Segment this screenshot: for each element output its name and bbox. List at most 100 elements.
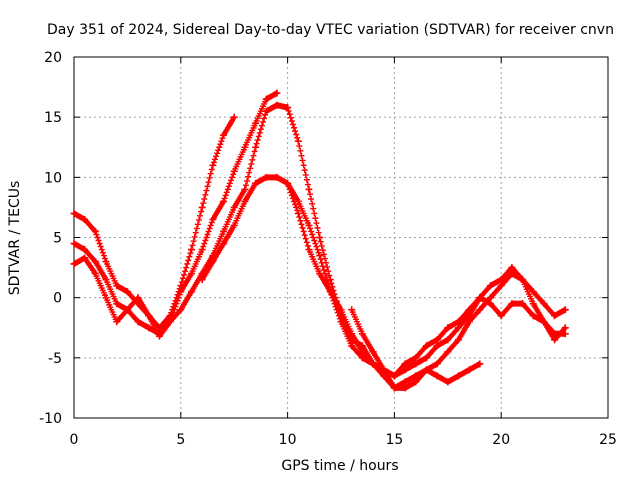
data-point [348,306,356,314]
data-point [561,306,569,314]
data-point [326,276,334,284]
data-point [390,372,398,380]
data-point [412,372,420,380]
data-point [529,300,537,308]
data-point [497,276,505,284]
data-point [316,252,324,260]
data-point [476,360,484,368]
x-tick-label: 15 [385,432,403,448]
data-point [123,288,131,296]
data-point [508,300,516,308]
data-point [70,209,78,217]
data-point [454,324,462,332]
y-tick-label: 20 [44,50,62,66]
data-point [487,282,495,290]
data-point [102,294,110,302]
data-point [422,342,430,350]
data-point [230,203,238,211]
data-point [262,95,270,103]
data-point [358,348,366,356]
data-point [433,342,441,350]
data-point [81,215,89,223]
data-point [220,240,228,248]
data-point [487,294,495,302]
data-point [91,227,99,235]
data-point [145,312,153,320]
data-point [305,221,313,229]
y-tick-label: 10 [44,170,62,186]
data-point [252,179,260,187]
data-point [465,318,473,326]
series-arc-f [348,270,569,392]
chart-title: Day 351 of 2024, Sidereal Day-to-day VTE… [47,22,614,38]
data-point [380,366,388,374]
data-point [262,107,270,115]
data-point [252,119,260,127]
data-point [337,318,345,326]
data-point [561,330,569,338]
data-point [177,306,185,314]
data-point [465,306,473,314]
data-point [177,288,185,296]
data-point [454,318,462,326]
data-point [444,324,452,332]
data-point [412,360,420,368]
x-axis-label: GPS time / hours [281,458,398,474]
data-point [102,258,110,266]
data-point [444,378,452,386]
data-point [241,197,249,205]
data-point [230,113,238,121]
data-point [145,324,153,332]
data-point [433,360,441,368]
data-point [113,318,121,326]
y-tick-label: -10 [39,411,62,427]
data-point [241,143,249,151]
data-point [358,354,366,362]
data-point [220,131,228,139]
series-arc-e [284,179,569,380]
data-point [454,336,462,344]
data-point [508,270,516,278]
data-point [91,270,99,278]
data-point [551,330,559,338]
data-point [551,336,559,344]
data-point [198,203,206,211]
data-point [369,360,377,368]
data-point [401,378,409,386]
data-point [487,300,495,308]
data-point [198,246,206,254]
data-point [252,143,260,151]
data-point [187,288,195,296]
data-point [134,294,142,302]
data-point [348,342,356,350]
data-point [444,348,452,356]
data-point [369,348,377,356]
data-point [113,282,121,290]
data-point [273,173,281,181]
series-arc-c [70,101,569,380]
data-point [540,300,548,308]
data-series [70,89,569,392]
data-point [134,318,142,326]
data-point [316,234,324,241]
data-point [102,276,110,284]
data-point [348,330,356,338]
data-point [358,330,366,338]
data-point [81,246,89,254]
x-tick-label: 10 [279,432,297,448]
data-point [220,197,228,205]
data-point [230,167,238,175]
data-point [551,312,559,320]
data-point [305,185,313,193]
data-point [209,215,217,223]
y-tick-label: 0 [53,291,62,307]
grid [74,57,608,418]
axis-ticks: 0 5 10 15 20 25 -10 -5 0 5 10 15 20 [39,50,617,448]
data-point [476,306,484,314]
data-point [262,173,270,181]
data-point [401,366,409,374]
y-axis-label: SDTVAR / TECUs [7,181,23,296]
x-tick-label: 20 [492,432,510,448]
data-point [209,258,217,266]
